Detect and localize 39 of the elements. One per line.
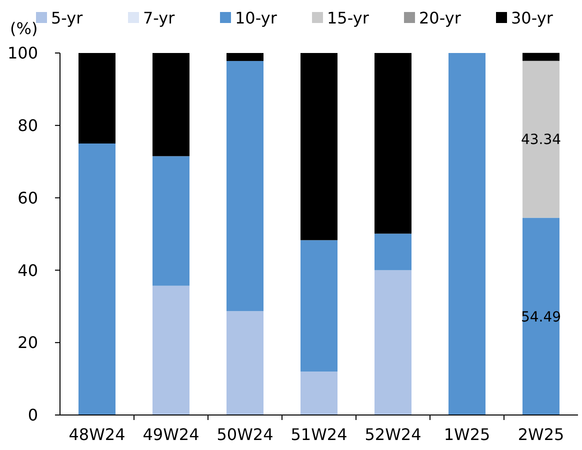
x-tick-label: 2W25 [518, 425, 564, 444]
x-tick-label: 48W24 [68, 425, 126, 444]
bar [152, 156, 190, 286]
legend-label: 15-yr [327, 8, 370, 28]
bar [300, 240, 338, 372]
bar [522, 218, 560, 415]
y-tick-label: 40 [18, 260, 38, 280]
x-tick-label: 49W24 [142, 425, 200, 444]
x-tick-label: 51W24 [290, 425, 348, 444]
bar [374, 53, 412, 234]
legend-label: 5-yr [51, 8, 84, 28]
x-tick-label: 50W24 [216, 425, 274, 444]
bar [152, 286, 190, 415]
legend-label: 20-yr [419, 8, 462, 28]
bar [522, 60, 560, 218]
bar [300, 372, 338, 415]
bar [448, 53, 486, 415]
bar [522, 52, 560, 61]
legend-label: 10-yr [235, 8, 278, 28]
y-axis-title: (%) [10, 19, 38, 38]
y-tick-label: 100 [7, 44, 38, 63]
bar [300, 53, 338, 240]
bar [226, 53, 264, 61]
bar [374, 270, 412, 415]
bar [374, 234, 412, 270]
bar [78, 53, 116, 144]
x-tick-label: 1W25 [444, 425, 490, 444]
y-tick-label: 20 [18, 333, 38, 352]
data-label: 43.34 [520, 132, 562, 148]
legend-label: 30-yr [511, 8, 554, 28]
y-tick-label: 60 [18, 188, 38, 208]
legend-label: 7-yr [143, 8, 176, 28]
bar [226, 60, 264, 312]
y-tick-label: 80 [18, 116, 38, 135]
bar [152, 53, 190, 156]
bar [226, 311, 264, 415]
bar [78, 144, 116, 415]
x-tick-label: 52W24 [364, 425, 422, 444]
y-tick-label: 0 [28, 406, 38, 425]
